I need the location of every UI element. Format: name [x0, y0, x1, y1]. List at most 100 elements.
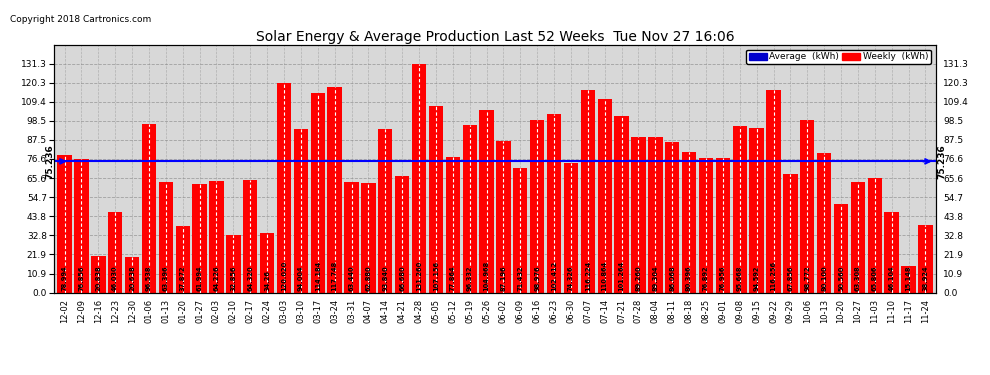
Bar: [209, 180, 224, 292]
Text: 77.864: 77.864: [449, 265, 455, 291]
Bar: [733, 126, 746, 292]
Bar: [91, 256, 106, 292]
Bar: [496, 141, 511, 292]
Text: 65.806: 65.806: [872, 265, 878, 291]
Text: 63.440: 63.440: [348, 265, 354, 291]
Bar: [226, 235, 241, 292]
Bar: [598, 99, 612, 292]
Text: 114.184: 114.184: [315, 261, 321, 291]
Text: 34.26: 34.26: [264, 270, 270, 291]
Text: 117.748: 117.748: [332, 261, 338, 291]
Bar: [513, 168, 528, 292]
Text: 95.668: 95.668: [737, 265, 742, 291]
Text: 80.100: 80.100: [821, 265, 828, 291]
Text: 76.892: 76.892: [703, 265, 709, 291]
Bar: [632, 137, 645, 292]
Bar: [378, 129, 392, 292]
Bar: [749, 128, 764, 292]
Text: 63.396: 63.396: [162, 265, 169, 291]
Text: 131.260: 131.260: [416, 261, 422, 291]
Text: 15.148: 15.148: [906, 265, 912, 291]
Text: 101.264: 101.264: [619, 261, 625, 291]
Bar: [817, 153, 832, 292]
Text: 87.196: 87.196: [500, 265, 507, 291]
Text: 46.104: 46.104: [889, 265, 895, 291]
Bar: [800, 120, 815, 292]
Text: 63.308: 63.308: [855, 265, 861, 291]
Text: 61.994: 61.994: [197, 265, 203, 291]
Bar: [57, 155, 71, 292]
Text: 64.226: 64.226: [214, 265, 220, 291]
Bar: [682, 152, 696, 292]
Text: 104.968: 104.968: [483, 261, 490, 291]
Bar: [294, 129, 308, 292]
Bar: [260, 232, 274, 292]
Bar: [361, 183, 375, 292]
Text: 89.304: 89.304: [652, 265, 658, 291]
Bar: [919, 225, 933, 292]
Text: 120.020: 120.020: [281, 261, 287, 291]
Bar: [244, 180, 257, 292]
Bar: [716, 158, 730, 292]
Bar: [277, 83, 291, 292]
Bar: [479, 110, 494, 292]
Text: 94.004: 94.004: [298, 265, 304, 291]
Bar: [74, 159, 89, 292]
Text: 86.068: 86.068: [669, 265, 675, 291]
Bar: [345, 182, 358, 292]
Text: 98.772: 98.772: [804, 265, 810, 291]
Bar: [648, 137, 662, 292]
Bar: [850, 182, 865, 292]
Bar: [834, 204, 848, 292]
Bar: [142, 124, 156, 292]
Text: 107.156: 107.156: [433, 261, 439, 291]
Bar: [328, 87, 342, 292]
Text: 80.396: 80.396: [686, 265, 692, 291]
Text: 110.864: 110.864: [602, 261, 608, 291]
Text: 50.560: 50.560: [838, 266, 844, 291]
Bar: [581, 90, 595, 292]
Text: 96.332: 96.332: [466, 265, 472, 291]
Bar: [395, 176, 409, 292]
Text: 67.856: 67.856: [787, 265, 793, 291]
Text: 20.638: 20.638: [129, 265, 135, 291]
Bar: [108, 212, 123, 292]
Text: 96.538: 96.538: [146, 265, 152, 291]
Bar: [412, 64, 427, 292]
Text: 64.320: 64.320: [248, 265, 253, 291]
Bar: [429, 106, 444, 292]
Bar: [125, 256, 140, 292]
Text: 20.838: 20.838: [95, 265, 101, 291]
Text: 102.412: 102.412: [551, 261, 557, 291]
Text: 71.432: 71.432: [518, 265, 524, 291]
Bar: [530, 120, 544, 292]
Bar: [175, 226, 190, 292]
Text: 66.680: 66.680: [399, 265, 405, 291]
Bar: [192, 184, 207, 292]
Bar: [665, 142, 679, 292]
Text: 89.260: 89.260: [636, 265, 642, 291]
Bar: [867, 178, 882, 292]
Text: Copyright 2018 Cartronics.com: Copyright 2018 Cartronics.com: [10, 15, 151, 24]
Text: 46.030: 46.030: [112, 265, 118, 291]
Bar: [783, 174, 798, 292]
Text: 37.872: 37.872: [180, 265, 186, 291]
Text: 116.256: 116.256: [770, 261, 776, 291]
Text: 32.856: 32.856: [231, 265, 237, 291]
Text: 62.880: 62.880: [365, 265, 371, 291]
Bar: [615, 116, 629, 292]
Bar: [462, 124, 477, 292]
Bar: [446, 157, 460, 292]
Bar: [884, 212, 899, 292]
Text: 38.924: 38.924: [923, 265, 929, 291]
Text: 76.956: 76.956: [720, 265, 726, 291]
Bar: [766, 90, 781, 292]
Text: 94.592: 94.592: [753, 265, 759, 291]
Text: 98.976: 98.976: [535, 265, 541, 291]
Bar: [158, 182, 173, 292]
Text: 93.840: 93.840: [382, 265, 388, 291]
Title: Solar Energy & Average Production Last 52 Weeks  Tue Nov 27 16:06: Solar Energy & Average Production Last 5…: [255, 30, 735, 44]
Text: 78.994: 78.994: [61, 265, 67, 291]
Bar: [699, 159, 713, 292]
Text: 75.236: 75.236: [938, 144, 946, 179]
